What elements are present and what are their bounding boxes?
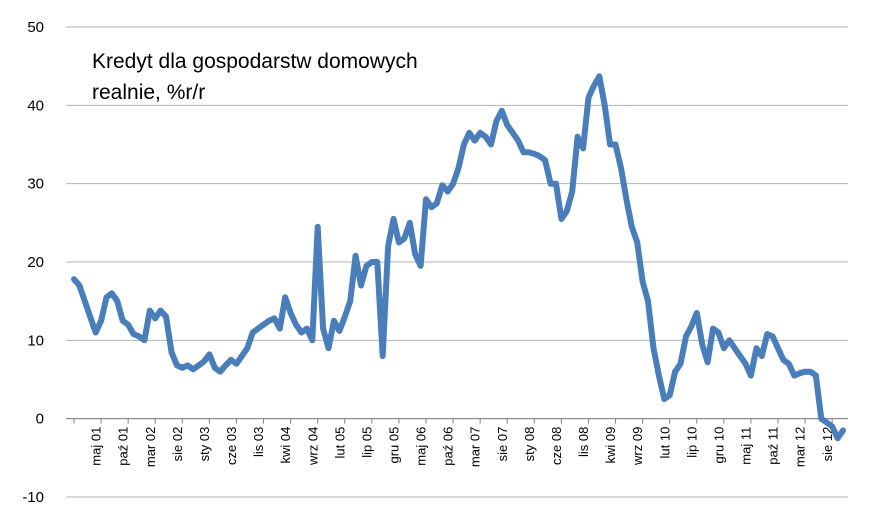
x-tick-label: wrz 04 — [305, 427, 320, 466]
x-tick-label: mar 02 — [143, 427, 158, 467]
y-tick-label: 20 — [27, 254, 44, 271]
x-tick-label: paź 01 — [116, 427, 131, 466]
x-tick-label: lis 08 — [576, 427, 591, 457]
y-tick-label: 0 — [36, 411, 44, 428]
x-tick-label: paź 06 — [441, 427, 456, 466]
x-tick-label: lut 10 — [657, 427, 672, 459]
y-axis-tick-labels: -10 0 10 20 30 40 50 — [22, 19, 44, 506]
x-tick-label: cze 03 — [224, 427, 239, 465]
x-tick-label: wrz 09 — [630, 427, 645, 466]
y-tick-label: 30 — [27, 176, 44, 193]
chart-title-line-2: realnie, %r/r — [92, 81, 205, 104]
x-tick-label: maj 06 — [414, 427, 429, 466]
x-tick-label: lip 10 — [684, 427, 699, 458]
chart-title-line-1: Kredyt dla gospodarstw domowych — [92, 50, 418, 73]
x-tick-label: sie 12 — [820, 427, 835, 462]
x-tick-label: cze 08 — [549, 427, 564, 465]
x-tick-label: paź 11 — [766, 427, 781, 465]
x-tick-label: mar 12 — [793, 427, 808, 467]
y-tick-label: -10 — [22, 489, 44, 506]
y-tick-label: 40 — [27, 97, 44, 114]
x-tick-label: kwi 09 — [603, 427, 618, 464]
x-tick-label: maj 11 — [739, 427, 754, 465]
y-tick-label: 10 — [27, 332, 44, 349]
x-tick-label: lut 05 — [332, 427, 347, 459]
x-tick-label: sie 02 — [170, 427, 185, 462]
x-tick-label: gru 05 — [387, 427, 402, 464]
x-axis-tick-marks — [73, 418, 833, 424]
x-tick-label: lip 05 — [359, 427, 374, 458]
x-tick-label: sie 07 — [495, 427, 510, 462]
x-tick-label: gru 10 — [711, 427, 726, 464]
x-tick-label: maj 01 — [89, 427, 104, 466]
x-tick-label: sty 08 — [522, 427, 537, 462]
series-line — [71, 73, 846, 442]
x-tick-label: kwi 04 — [278, 427, 293, 464]
x-tick-label: lis 03 — [251, 427, 266, 457]
x-axis-tick-labels: maj 01 paź 01 mar 02 sie 02 sty 03 cze 03 lis … — [89, 427, 835, 467]
y-tick-label: 50 — [27, 19, 44, 36]
x-tick-label: mar 07 — [468, 427, 483, 467]
x-tick-label: sty 03 — [197, 427, 212, 462]
